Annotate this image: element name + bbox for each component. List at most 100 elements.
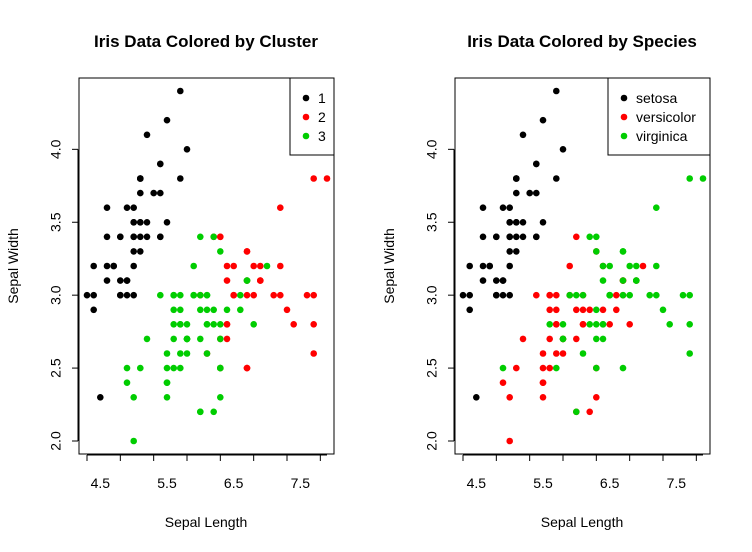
data-point-3-49 [183, 321, 191, 328]
data-point-1-30 [117, 277, 124, 284]
data-point-setosa-25 [506, 291, 513, 299]
data-point-virginica-42 [559, 335, 567, 343]
data-point-3-48 [177, 364, 184, 372]
data-point-setosa-21 [513, 189, 520, 197]
data-point-virginica-36 [593, 233, 600, 241]
data-point-setosa-39 [513, 233, 520, 241]
plot-points [83, 87, 331, 445]
data-point-versicolor-31 [539, 379, 547, 387]
legend-marker-virginica [620, 132, 628, 140]
data-point-1-14 [183, 146, 191, 153]
legend-marker-1 [302, 94, 310, 102]
data-point-versicolor-40 [539, 350, 547, 357]
data-point-setosa-41 [473, 394, 480, 401]
legend-label-setosa: setosa [636, 90, 677, 106]
legend-label-virginica: virginica [636, 128, 688, 144]
data-point-setosa-46 [513, 175, 520, 182]
data-point-setosa-37 [499, 204, 507, 211]
y-axis: 2.0 2.5 3.0 3.5 4.0 [424, 139, 455, 451]
data-point-setosa-22 [479, 204, 487, 211]
x-tick-label: 7.5 [291, 475, 311, 491]
legend: 1 2 3 [289, 77, 335, 156]
data-point-2-13 [277, 204, 284, 211]
data-point-2-29 [310, 291, 318, 299]
data-point-virginica-11 [599, 335, 607, 343]
data-point-1-18 [177, 175, 184, 182]
data-point-setosa-32 [519, 131, 527, 139]
data-point-3-29 [197, 335, 204, 343]
data-point-1-16 [157, 160, 164, 168]
data-point-setosa-24 [493, 233, 500, 241]
species-chart: Iris Data Colored by Species 4.5 5.5 6.5 7.… [381, 32, 711, 530]
data-point-setosa-8 [466, 306, 474, 314]
data-point-2-30 [217, 233, 224, 241]
data-point-virginica-30 [666, 321, 673, 328]
data-point-1-34 [123, 277, 131, 284]
data-point-setosa-34 [499, 277, 507, 284]
data-point-setosa-48 [526, 189, 533, 197]
data-point-1-3 [103, 277, 111, 284]
data-point-1-36 [163, 219, 171, 226]
data-point-1-42 [90, 262, 97, 270]
data-point-virginica-17 [686, 175, 693, 182]
data-point-1-28 [143, 233, 151, 241]
cluster-chart: Iris Data Colored by Cluster 4.5 5.5 6.5 7.… [5, 32, 335, 530]
data-point-setosa-38 [466, 291, 474, 299]
y-tick-label: 2.5 [424, 358, 440, 378]
data-point-3-17 [190, 262, 197, 270]
data-point-versicolor-28 [573, 306, 580, 314]
data-point-3-55 [190, 291, 197, 299]
data-point-virginica-18 [686, 350, 693, 357]
data-point-3-58 [197, 291, 204, 299]
data-point-virginica-25 [653, 262, 660, 270]
data-point-virginica-40 [619, 277, 627, 284]
data-point-virginica-32 [599, 321, 607, 328]
data-point-versicolor-10 [506, 437, 513, 445]
data-point-virginica-26 [586, 321, 593, 328]
data-point-setosa-42 [466, 262, 474, 270]
y-tick-label: 3.5 [424, 212, 440, 232]
data-point-3-53 [203, 291, 211, 299]
data-point-virginica-15 [599, 262, 607, 270]
data-point-setosa-26 [506, 233, 513, 241]
data-point-versicolor-37 [593, 394, 600, 401]
data-point-virginica-6 [499, 364, 507, 372]
data-point-virginica-20 [633, 262, 640, 270]
data-point-virginica-13 [553, 364, 560, 372]
data-point-2-20 [277, 262, 284, 270]
data-point-setosa-1 [499, 291, 507, 299]
data-point-virginica-34 [579, 350, 587, 357]
data-point-3-5 [237, 306, 244, 314]
data-point-3-1 [163, 394, 171, 401]
x-tick-label: 7.5 [667, 475, 687, 491]
data-point-3-40 [170, 335, 177, 343]
data-point-setosa-30 [493, 277, 500, 284]
data-point-3-24 [197, 306, 204, 314]
data-point-3-4 [123, 379, 131, 387]
data-point-versicolor-47 [586, 306, 593, 314]
data-point-2-33 [257, 277, 264, 284]
data-point-setosa-27 [519, 219, 527, 226]
data-point-setosa-14 [559, 146, 567, 153]
data-point-virginica-43 [626, 262, 633, 270]
data-point-1-6 [103, 233, 111, 241]
data-point-virginica-5 [679, 291, 687, 299]
x-axis-label: Sepal Length [541, 514, 624, 530]
data-point-3-10 [203, 306, 211, 314]
data-point-2-22 [310, 350, 318, 357]
data-point-virginica-9 [653, 204, 660, 211]
data-point-3-35 [163, 364, 171, 372]
data-point-setosa-18 [553, 175, 560, 182]
data-point-versicolor-19 [546, 364, 553, 372]
data-point-virginica-35 [686, 291, 693, 299]
data-point-versicolor-46 [553, 306, 560, 314]
data-point-2-16 [310, 175, 318, 182]
data-point-1-21 [137, 189, 144, 197]
data-point-versicolor-4 [606, 321, 613, 328]
data-point-versicolor-49 [553, 321, 560, 328]
data-point-2-34 [250, 291, 257, 299]
data-point-3-57 [203, 350, 211, 357]
data-point-2-9 [243, 291, 251, 299]
data-point-3-59 [183, 335, 191, 343]
